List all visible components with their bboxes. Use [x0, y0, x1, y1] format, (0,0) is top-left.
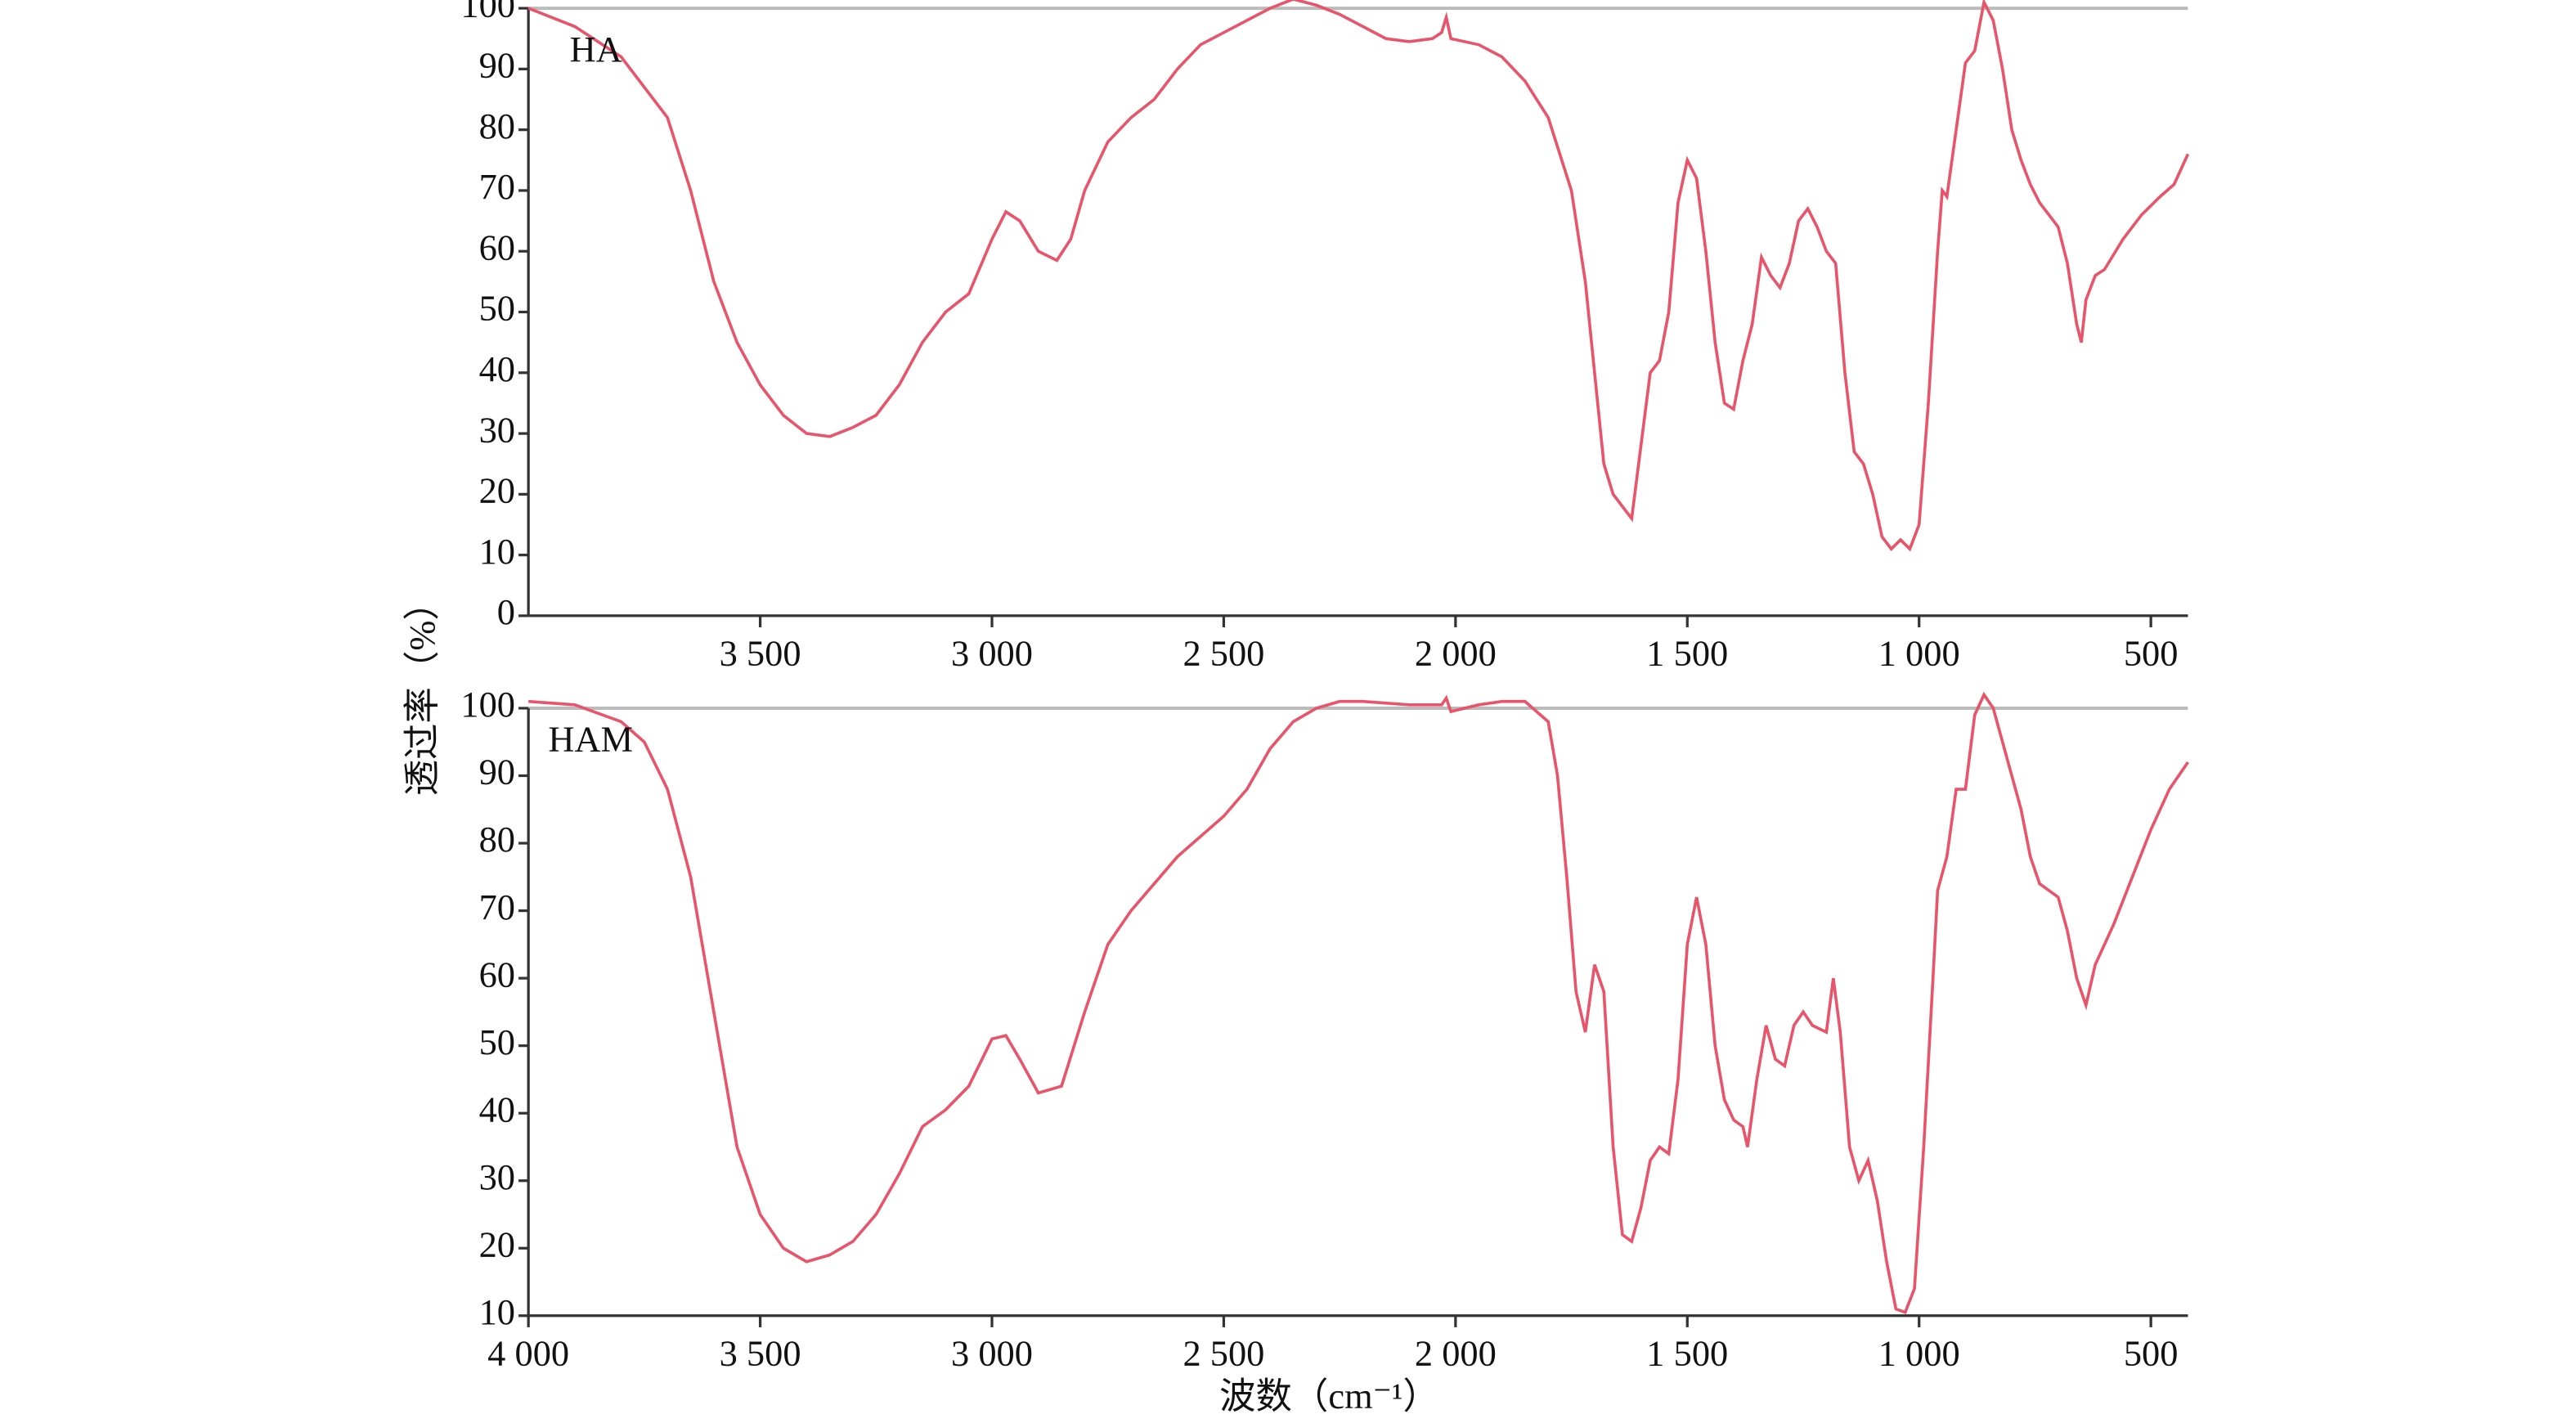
y-tick-label: 50	[479, 1021, 515, 1062]
y-tick-label: 60	[479, 227, 515, 267]
y-tick-label: 30	[479, 1156, 515, 1197]
y-tick-label: 70	[479, 166, 515, 207]
y-tick-label: 80	[479, 105, 515, 146]
x-tick-label: 2 500	[1183, 633, 1264, 674]
x-tick-label: 1 000	[1878, 633, 1960, 674]
y-tick-label: 100	[460, 0, 515, 25]
spectrum-line	[527, 0, 2190, 552]
y-tick-label: 70	[479, 887, 515, 927]
x-tick-label: 500	[2124, 633, 2179, 674]
x-tick-label: 1 500	[1646, 1332, 1728, 1373]
x-tick-label: 2 000	[1415, 1332, 1497, 1373]
series-label: HA	[570, 29, 622, 70]
x-tick-label: 1 500	[1646, 633, 1728, 674]
y-tick-label: 20	[479, 470, 515, 511]
x-axis-label: 波数（cm⁻¹）	[1219, 1376, 1439, 1416]
x-tick-label: 1 000	[1878, 1332, 1960, 1373]
x-tick-label: 2 500	[1183, 1332, 1264, 1373]
y-tick-label: 50	[479, 288, 515, 329]
y-tick-label: 10	[479, 1291, 515, 1332]
x-tick-label: 3 000	[951, 633, 1033, 674]
y-tick-label: 60	[479, 954, 515, 994]
y-tick-label: 90	[479, 45, 515, 86]
y-tick-label: 10	[479, 531, 515, 572]
spectrum-line	[528, 691, 2189, 1314]
x-tick-label: 4 000	[487, 1332, 569, 1373]
y-tick-label: 40	[479, 1089, 515, 1129]
y-axis-label: 透过率（%）	[402, 584, 442, 796]
x-tick-label: 2 000	[1415, 633, 1497, 674]
y-tick-label: 0	[497, 591, 515, 632]
x-tick-label: 3 500	[720, 1332, 801, 1373]
y-tick-label: 30	[479, 409, 515, 450]
y-tick-label: 40	[479, 348, 515, 389]
x-tick-label: 3 000	[951, 1332, 1033, 1373]
y-tick-label: 90	[479, 752, 515, 792]
y-tick-label: 20	[479, 1223, 515, 1264]
x-tick-label: 3 500	[720, 633, 801, 674]
x-tick-label: 500	[2124, 1332, 2179, 1373]
y-tick-label: 80	[479, 819, 515, 860]
series-label: HAM	[548, 719, 633, 760]
y-tick-label: 100	[460, 684, 515, 725]
